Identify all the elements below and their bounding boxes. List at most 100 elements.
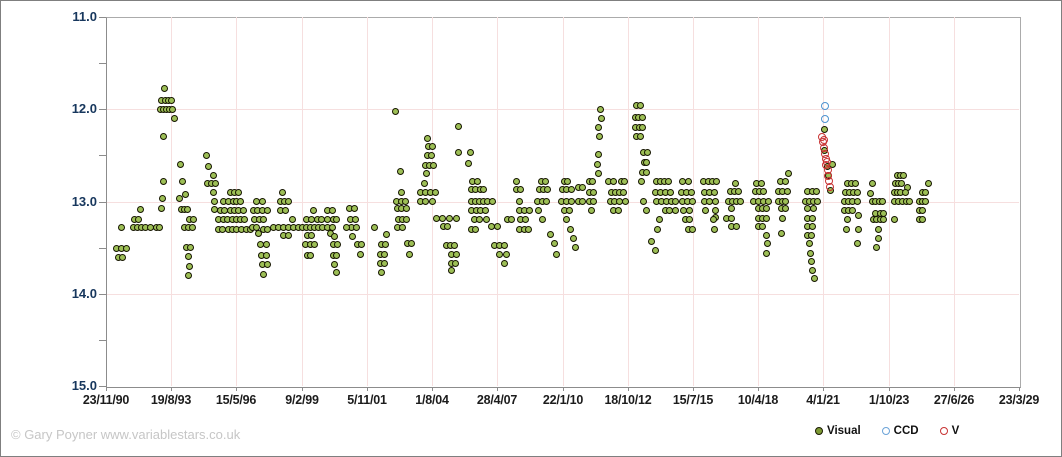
vertical-gridline bbox=[823, 17, 825, 386]
data-point-visual bbox=[428, 151, 436, 159]
data-point-visual bbox=[598, 114, 606, 122]
vertical-gridline bbox=[301, 17, 303, 386]
y-axis-tick bbox=[99, 340, 106, 341]
data-point-visual bbox=[843, 225, 851, 233]
data-point-visual bbox=[332, 269, 340, 277]
data-point-visual bbox=[521, 216, 529, 224]
data-point-visual bbox=[159, 195, 167, 203]
data-point-visual bbox=[381, 250, 389, 258]
data-point-visual bbox=[622, 198, 630, 205]
data-point-visual bbox=[762, 214, 770, 222]
legend-item-v: V bbox=[939, 425, 959, 437]
data-point-visual bbox=[621, 177, 629, 185]
data-point-visual bbox=[918, 216, 926, 224]
data-point-visual bbox=[710, 188, 718, 196]
data-point-visual bbox=[615, 207, 623, 215]
data-point-visual bbox=[392, 107, 400, 115]
data-point-visual bbox=[421, 179, 429, 187]
data-point-visual bbox=[620, 188, 628, 196]
data-point-visual bbox=[403, 215, 411, 223]
x-axis-label: 10/4/18 bbox=[737, 393, 779, 407]
data-point-visual bbox=[921, 188, 929, 196]
data-point-visual bbox=[809, 214, 817, 222]
x-axis-tick bbox=[171, 387, 172, 391]
x-axis-tick bbox=[1019, 387, 1020, 391]
x-axis-tick bbox=[236, 387, 237, 391]
data-point-visual bbox=[306, 251, 314, 259]
data-point-visual bbox=[875, 234, 883, 242]
legend-label-ccd: CCD bbox=[893, 425, 919, 437]
data-point-visual bbox=[310, 241, 318, 249]
data-point-visual bbox=[158, 205, 166, 213]
data-point-visual bbox=[475, 216, 483, 224]
data-point-visual bbox=[203, 151, 211, 159]
data-point-visual bbox=[281, 207, 289, 215]
data-point-visual bbox=[590, 198, 598, 205]
data-point-visual bbox=[671, 198, 679, 205]
data-point-visual bbox=[685, 207, 693, 215]
data-point-visual bbox=[334, 241, 342, 249]
x-axis-tick bbox=[693, 387, 694, 391]
data-point-visual bbox=[854, 188, 862, 196]
x-axis-tick bbox=[563, 387, 564, 391]
data-point-visual bbox=[688, 198, 696, 205]
vertical-gridline bbox=[171, 17, 173, 386]
data-point-visual bbox=[589, 177, 597, 185]
data-point-visual bbox=[263, 260, 271, 268]
data-point-visual bbox=[671, 207, 679, 215]
data-point-visual bbox=[403, 205, 411, 213]
data-point-visual bbox=[502, 250, 510, 258]
data-point-visual bbox=[331, 260, 339, 268]
data-point-visual bbox=[309, 207, 317, 215]
data-point-visual bbox=[785, 170, 793, 178]
data-point-visual bbox=[171, 114, 179, 122]
data-point-visual bbox=[182, 190, 190, 198]
data-point-visual bbox=[762, 205, 770, 213]
data-point-visual bbox=[610, 177, 618, 185]
data-point-visual bbox=[507, 216, 515, 224]
data-point-visual bbox=[443, 222, 451, 230]
data-point-visual bbox=[439, 214, 446, 222]
data-point-visual bbox=[481, 207, 489, 215]
data-point-visual bbox=[732, 222, 740, 230]
data-point-visual bbox=[712, 177, 720, 185]
y-axis-tick bbox=[99, 202, 106, 203]
y-axis-label: 14.0 bbox=[71, 286, 97, 301]
data-point-visual bbox=[358, 241, 366, 249]
data-point-visual bbox=[781, 177, 789, 185]
data-point-visual bbox=[512, 177, 520, 185]
data-point-visual bbox=[307, 232, 315, 240]
data-point-visual bbox=[808, 232, 816, 240]
data-point-visual bbox=[552, 250, 560, 258]
data-point-visual bbox=[399, 223, 407, 231]
data-point-visual bbox=[727, 205, 735, 213]
y-axis-label: 12.0 bbox=[71, 101, 97, 116]
data-point-visual bbox=[352, 215, 360, 223]
data-point-visual bbox=[763, 240, 771, 248]
data-point-visual bbox=[781, 205, 789, 213]
x-axis-label: 15/7/15 bbox=[672, 393, 714, 407]
x-axis-label: 5/11/01 bbox=[347, 393, 387, 407]
data-point-visual bbox=[597, 105, 605, 113]
data-point-visual bbox=[278, 188, 286, 196]
data-point-visual bbox=[210, 172, 218, 180]
data-point-visual bbox=[590, 188, 598, 196]
data-point-visual bbox=[525, 207, 533, 215]
data-point-visual bbox=[596, 133, 604, 141]
data-point-visual bbox=[500, 259, 508, 267]
data-point-visual bbox=[640, 198, 648, 205]
data-point-visual bbox=[156, 223, 164, 231]
data-point-visual bbox=[906, 198, 913, 205]
data-point-visual bbox=[288, 216, 296, 224]
y-axis-label: 11.0 bbox=[72, 9, 97, 24]
data-point-visual bbox=[185, 253, 193, 261]
data-point-visual bbox=[873, 244, 881, 252]
data-point-visual bbox=[875, 225, 883, 233]
data-point-visual bbox=[234, 188, 242, 196]
legend: Visual CCD V bbox=[815, 425, 959, 437]
data-point-visual bbox=[179, 177, 187, 185]
data-point-visual bbox=[168, 96, 176, 104]
data-point-visual bbox=[464, 160, 472, 168]
data-point-visual bbox=[351, 205, 359, 213]
